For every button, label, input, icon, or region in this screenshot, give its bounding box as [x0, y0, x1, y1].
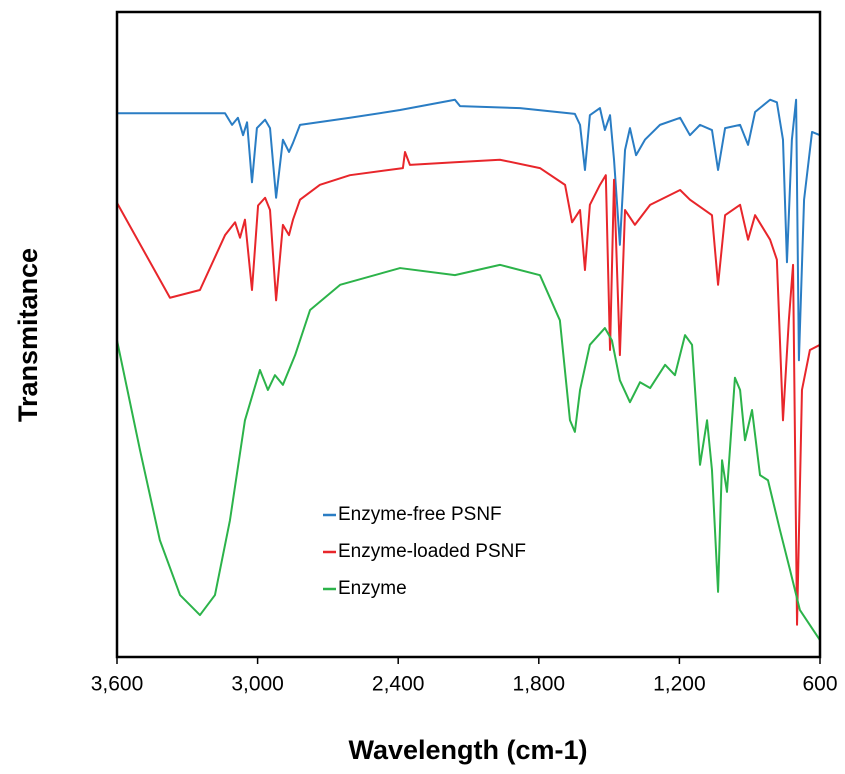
x-tick-label: 1,200	[653, 673, 706, 696]
legend-label: Enzyme-free PSNF	[338, 504, 502, 525]
legend-label: Enzyme-loaded PSNF	[338, 541, 526, 562]
x-tick-label: 600	[802, 673, 837, 696]
plot-frame	[115, 10, 822, 659]
series-line	[116, 150, 821, 626]
legend-label: Enzyme	[338, 578, 407, 599]
x-tick-label: 3,600	[91, 673, 144, 696]
series-line	[116, 263, 821, 641]
x-tick-label: 3,000	[231, 673, 284, 696]
y-axis-title: Transmitance	[13, 248, 43, 422]
x-tick-label: 1,800	[513, 673, 566, 696]
x-axis-title: Wavelength (cm-1)	[348, 735, 587, 765]
series-line	[117, 98, 821, 362]
x-tick-label: 2,400	[372, 673, 425, 696]
